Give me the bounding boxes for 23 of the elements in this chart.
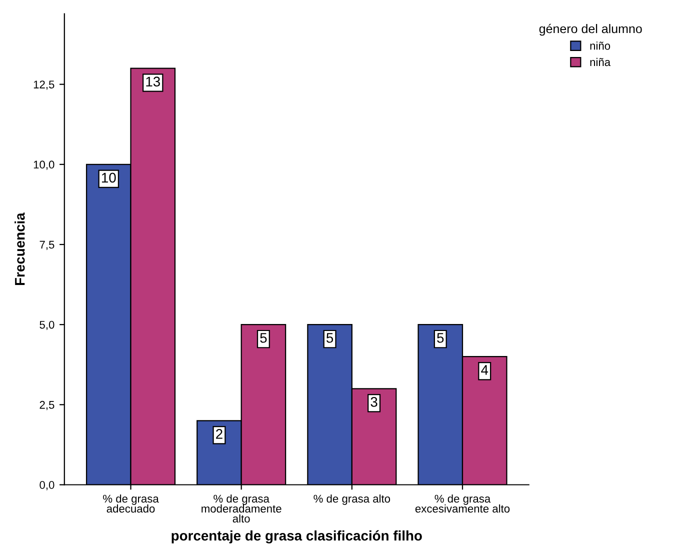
x-axis-title: porcentaje de grasa clasificación filho [172,530,422,544]
y-tick-label: 10,0 [34,160,54,170]
legend-label: niño [590,42,610,50]
y-tick-label: 7,5 [40,240,54,250]
legend-label: niña [590,58,611,66]
x-tick-label: % de grasa moderadamente alto [202,494,282,523]
y-tick-label: 2,5 [40,400,54,410]
y-tick-label: 0,0 [40,481,54,490]
data-label: 4 [481,365,488,375]
data-label: 13 [146,76,160,87]
y-axis-title: Frecuencia [14,212,25,286]
data-label: 10 [102,172,116,183]
data-label: 2 [216,429,222,439]
x-tick-label: % de grasa alto [314,494,390,505]
x-tick-label: % de grasa excesivamente alto [415,494,510,513]
data-label: 5 [326,333,334,343]
x-tick-label: % de grasa adecuado [103,494,159,513]
data-label: 5 [437,333,444,343]
legend-title: género del alumno [539,24,642,36]
data-label: 5 [260,333,267,343]
y-tick-label: 12,5 [34,80,54,90]
y-tick-label: 5,0 [40,320,54,330]
data-label: 3 [370,397,378,407]
